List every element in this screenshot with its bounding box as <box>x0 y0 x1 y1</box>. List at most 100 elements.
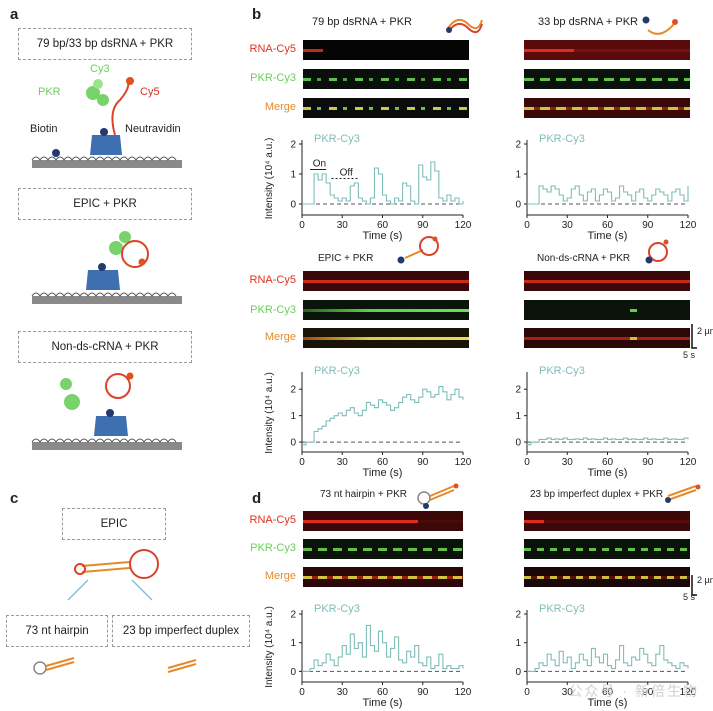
epic-stem <box>81 561 131 573</box>
pkr-blob <box>86 86 100 100</box>
x-axis-label: Time (s) <box>363 467 403 479</box>
peg-brush <box>31 292 177 297</box>
x-tick-label: 60 <box>377 687 389 698</box>
biotin-dot <box>98 263 106 271</box>
kymo-pkr-33 <box>524 69 690 89</box>
pkr-blob <box>97 94 109 106</box>
panel-b-letter: b <box>252 6 262 23</box>
x-tick-label: 120 <box>680 457 697 468</box>
arrow-right <box>131 579 153 601</box>
x-tick-label: 30 <box>337 220 349 231</box>
cy3-dot <box>93 79 103 89</box>
duplex-strands <box>167 659 197 673</box>
surface <box>32 296 182 304</box>
trace-line <box>527 437 689 446</box>
peg-brush <box>31 438 177 443</box>
cond-epic-title: EPIC + PKR <box>318 253 374 264</box>
biotin-dot <box>52 149 60 157</box>
panel-d-letter: d <box>252 490 262 507</box>
panel-a-letter: a <box>10 6 19 23</box>
kymo-rna-hairpin <box>303 511 463 531</box>
kymo-rna-nonds <box>524 271 690 291</box>
on-label: On <box>313 159 326 170</box>
chart-b2: PKR-Cy3 0 30 60 90 120 0 1 2 Time (s) <box>515 133 696 242</box>
chart-d1: PKR-Cy3 0 30 60 90 120 0 1 2 Time (s) Intensity (1… <box>264 603 472 709</box>
x-tick-label: 90 <box>642 457 654 468</box>
cond-nonds-title: Non-ds-cRNA + PKR <box>537 253 631 264</box>
cond-79bp-title: 79 bp dsRNA + PKR <box>312 16 412 28</box>
x-tick-label: 60 <box>377 457 389 468</box>
pkr-blob <box>119 231 131 243</box>
scale-bar-b <box>691 324 697 349</box>
y-tick-label: 1 <box>290 638 296 649</box>
chart-b4: PKR-Cy3 0 30 60 90 120 0 1 2 Time (s) <box>515 365 697 479</box>
x-tick-label: 120 <box>680 687 697 698</box>
y-tick-label: 1 <box>515 638 521 649</box>
y-tick-label: 0 <box>290 438 296 449</box>
panel-c-box-epic: EPIC <box>62 508 166 540</box>
x-tick-label: 120 <box>455 457 472 468</box>
row-label-rna: RNA-Cy5 <box>249 514 296 526</box>
x-tick-label: 30 <box>337 457 349 468</box>
row-label-merge: Merge <box>264 570 296 582</box>
peg-brush <box>31 156 177 161</box>
kymo-merge-79 <box>303 98 469 118</box>
pkr-blob <box>64 394 80 410</box>
row-label-pkr: PKR-Cy3 <box>250 542 296 554</box>
kymo-rna-duplex <box>524 511 690 531</box>
trace-line <box>527 645 689 672</box>
pkr-blob <box>60 378 72 390</box>
series-label: PKR-Cy3 <box>314 603 360 615</box>
row-label-pkr: PKR-Cy3 <box>250 304 296 316</box>
circrna-loop <box>105 373 131 399</box>
series-label: PKR-Cy3 <box>539 365 585 377</box>
x-tick-label: 120 <box>455 220 472 231</box>
scale-x-label-d: 5 s <box>683 592 696 602</box>
x-tick-label: 30 <box>562 687 574 698</box>
row-label-merge: Merge <box>264 331 296 343</box>
x-tick-label: 60 <box>602 220 614 231</box>
kymo-rna-33 <box>524 40 690 60</box>
y-tick-label: 0 <box>515 200 521 211</box>
x-axis-label: Time (s) <box>363 230 403 242</box>
kymo-pkr-79 <box>303 69 469 89</box>
kymo-rna-epic <box>303 271 469 291</box>
row-label-pkr: PKR-Cy3 <box>250 72 296 84</box>
neutravidin-label: Neutravidin <box>125 123 181 135</box>
dsrna-33-icon <box>642 16 678 35</box>
duplex-icon <box>665 484 701 503</box>
cy5-dot <box>126 372 134 380</box>
panel-a-schematic-2 <box>31 231 182 304</box>
panel-a-schematic-1 <box>31 77 182 168</box>
x-tick-label: 60 <box>602 687 614 698</box>
kymo-rna-79 <box>303 40 469 60</box>
x-tick-label: 0 <box>299 457 305 468</box>
x-tick-label: 90 <box>417 457 429 468</box>
x-tick-label: 0 <box>524 457 530 468</box>
neutravidin-shape <box>90 135 122 155</box>
x-tick-label: 30 <box>337 687 349 698</box>
kymo-merge-epic <box>303 328 469 348</box>
row-label-rna: RNA-Cy5 <box>249 43 296 55</box>
series-label: PKR-Cy3 <box>314 365 360 377</box>
x-axis-label: Time (s) <box>363 697 403 709</box>
x-tick-label: 90 <box>417 220 429 231</box>
panel-c-box-hairpin: 73 nt hairpin <box>6 615 108 647</box>
surface <box>32 442 182 450</box>
x-tick-label: 120 <box>455 687 472 698</box>
x-tick-label: 30 <box>562 457 574 468</box>
epic-icon <box>397 236 439 264</box>
cy5-dot <box>138 258 146 266</box>
trace-line <box>302 624 464 672</box>
y-axis-label: Intensity (10⁴ a.u.) <box>264 138 275 220</box>
panel-a-box-dsrna: 79 bp/33 bp dsRNA + PKR <box>18 28 192 60</box>
chart-d2: PKR-Cy3 0 30 60 90 120 0 1 2 Time (s) <box>515 603 697 709</box>
kymo-pkr-duplex <box>524 539 690 559</box>
x-tick-label: 90 <box>642 687 654 698</box>
panel-a-schematic-3 <box>31 372 182 450</box>
scale-y-label-b: 2 µm <box>697 326 713 336</box>
x-tick-label: 0 <box>524 687 530 698</box>
pkr-blob <box>109 241 123 255</box>
surface <box>32 160 182 168</box>
cond-hairpin-title: 73 nt hairpin + PKR <box>320 489 407 500</box>
